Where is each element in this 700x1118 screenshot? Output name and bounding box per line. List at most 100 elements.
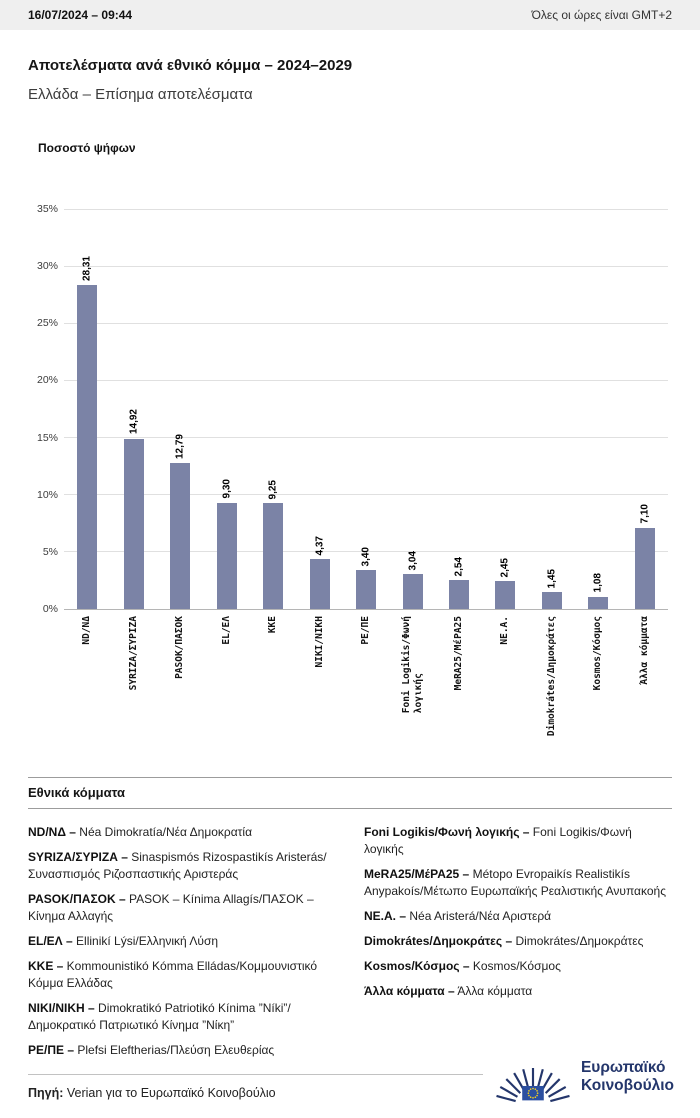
x-label-area: Άλλα κόμματα [622,609,668,761]
bar-cell: 7,10 Άλλα κόμματα [622,209,668,761]
bar [216,502,237,609]
ep-logo-text: Ευρωπαϊκό Κοινοβούλιο [581,1059,674,1095]
bar [541,592,562,609]
x-axis-label: Άλλα κόμματα [638,616,650,685]
legend-desc: Métopo Evropaikís Realistikís Anypakoís/… [364,867,666,898]
gridline [64,494,668,496]
legend-desc: Plefsi Eleftherias/Πλεύση Ελευθερίας [74,1043,275,1057]
bar-cell: 2,54 MeRA25/ΜέΡΑ25 [436,209,482,761]
chart-bars: 28,31 ND/ΝΔ 14,92 SYRIZA/ΣΥΡΙΖΑ 12,79 PASOK/Π… [64,209,668,761]
chart-plot-grid: 0% 5% 10% 15% 20% 25% 30% 35% [37,203,668,615]
x-label-area: MeRA25/ΜέΡΑ25 [436,609,482,761]
bar-value-label: 28,31 [81,256,93,282]
bar-area: 2,54 [436,209,482,609]
x-axis-label: NE.A. [499,616,511,645]
x-axis-label: Foni Logikis/Φωνή λογικής [400,616,424,714]
legend-title: Εθνικά κόμματα [28,785,126,800]
bar-cell: 2,45 NE.A. [482,209,528,761]
legend-term: MeRA25/ΜέΡΑ25 – [364,867,470,881]
gridline [64,322,668,324]
bar-area: 2,45 [482,209,528,609]
x-label-area: NE.A. [482,609,528,761]
legend-item: NE.A. – Néa Aristerá/Νέα Αριστερά [364,908,672,925]
y-tick-label: 35% [36,203,58,215]
header-bar: 16/07/2024 – 09:44 Όλες οι ώρες είναι GM… [0,0,700,30]
legend-desc: Ellinikí Lýsi/Ελληνική Λύση [72,934,219,948]
footer-divider [28,1074,672,1075]
legend-column: Foni Logikis/Φωνή λογικής – Foni Logikis… [364,824,672,1067]
gridline [64,437,668,439]
bar [495,581,516,609]
legend-item: Dimokrátes/Δημοκράτες – Dimokrátes/Δημοκ… [364,933,672,950]
legend-desc: Kosmos/Κόσμος [469,959,561,973]
bar-area: 28,31 [64,209,110,609]
x-axis-label: Dimokrátes/Δημοκράτες [545,616,557,737]
bar-value-label: 3,04 [407,550,419,571]
bar-area: 12,79 [157,209,203,609]
source-label: Πηγή: [28,1086,64,1100]
x-axis-label: PE/ΠΕ [360,616,372,645]
bar-cell: 1,45 Dimokrátes/Δημοκράτες [529,209,575,761]
bar-value-label: 7,10 [639,504,651,524]
bar-cell: 14,92 SYRIZA/ΣΥΡΙΖΑ [110,209,156,761]
header-datetime: 16/07/2024 – 09:44 [28,8,133,22]
bar-cell: 3,40 PE/ΠΕ [343,209,389,761]
x-label-area: Dimokrátes/Δημοκράτες [529,609,575,761]
y-tick-label: 15% [36,431,58,444]
gridline [64,379,668,381]
bar-cell: 28,31 ND/ΝΔ [64,209,110,761]
ep-logo: Ευρωπαϊκό Κοινοβούλιο [482,1048,674,1106]
x-label-area: PE/ΠΕ [343,609,389,761]
x-axis-label: MeRA25/ΜέΡΑ25 [452,616,464,691]
legend-column: ND/ΝΔ – Néa Dimokratía/Νέα Δημοκρατία SYR… [28,824,336,1067]
legend-term: ND/ΝΔ – [28,825,76,839]
legend-term: PASOK/ΠΑΣΟΚ – [28,892,126,906]
ep-logo-text-line2: Κοινοβούλιο [580,1077,674,1094]
bar [123,438,144,609]
legend-desc: Άλλα κόμματα [454,984,533,998]
bar [263,503,284,609]
bar-area: 3,40 [343,209,389,609]
legend-desc: Sinaspismós Rizospastikís Aristerás/Συνα… [28,850,327,881]
legend-item: MeRA25/ΜέΡΑ25 – Métopo Evropaikís Realis… [364,866,672,900]
bar-area: 1,08 [575,209,621,609]
x-label-area: KKE [250,609,296,761]
legend-item: NIKI/ΝΙΚΗ – Dimokratikó Patriotikó Kínim… [28,1000,336,1034]
y-tick-label: 0% [42,603,58,615]
bar-area: 9,25 [250,209,296,609]
bar [77,285,98,609]
bar-value-label: 2,45 [499,557,511,577]
legend-section: Εθνικά κόμματα ND/ΝΔ – Néa Dimokratía/Νέ… [28,777,672,1067]
bar-value-label: 1,08 [592,573,604,593]
legend-term: SYRIZA/ΣΥΡΙΖΑ – [28,850,128,864]
bar-value-label: 4,37 [314,535,326,556]
legend-desc: PASOK – Kínima Allagís/ΠΑΣΟΚ – Κίνημα Αλ… [28,892,314,923]
bar-area: 1,45 [529,209,575,609]
bar-value-label: 1,45 [546,568,558,589]
legend-item: Kosmos/Κόσμος – Kosmos/Κόσμος [364,958,672,975]
bar [356,570,377,609]
gridline [64,208,668,210]
legend-item: PE/ΠΕ – Plefsi Eleftherias/Πλεύση Ελευθε… [28,1042,336,1059]
bar-area: 3,04 [389,209,435,609]
legend-desc: Foni Logikis/Φωνή λογικής [364,825,632,856]
legend-desc: Néa Dimokratía/Νέα Δημοκρατία [75,825,253,839]
bar [402,574,423,609]
legend-term: Άλλα κόμματα – [364,984,455,998]
bar-value-label: 12,79 [174,433,186,459]
x-label-area: Foni Logikis/Φωνή λογικής [389,609,435,761]
legend-term: Foni Logikis/Φωνή λογικής – [364,825,530,839]
bar-value-label: 9,30 [221,479,233,499]
legend-item: ND/ΝΔ – Néa Dimokratía/Νέα Δημοκρατία [28,824,336,841]
legend-item: SYRIZA/ΣΥΡΙΖΑ – Sinaspismós Rizospastikí… [28,849,336,883]
bar-area: 7,10 [622,209,668,609]
chart-title: Ποσοστό ψήφων [38,141,136,155]
eu-flag-icon [522,1085,544,1101]
bar-cell: 9,25 KKE [250,209,296,761]
bar [309,559,330,609]
legend-term: NE.A. – [364,909,407,923]
bar [170,462,191,609]
legend-desc: Néa Aristerá/Νέα Αριστερά [406,909,552,923]
legend-item: Foni Logikis/Φωνή λογικής – Foni Logikis… [364,824,672,858]
legend-item: Άλλα κόμματα – Άλλα κόμματα [364,983,672,1000]
